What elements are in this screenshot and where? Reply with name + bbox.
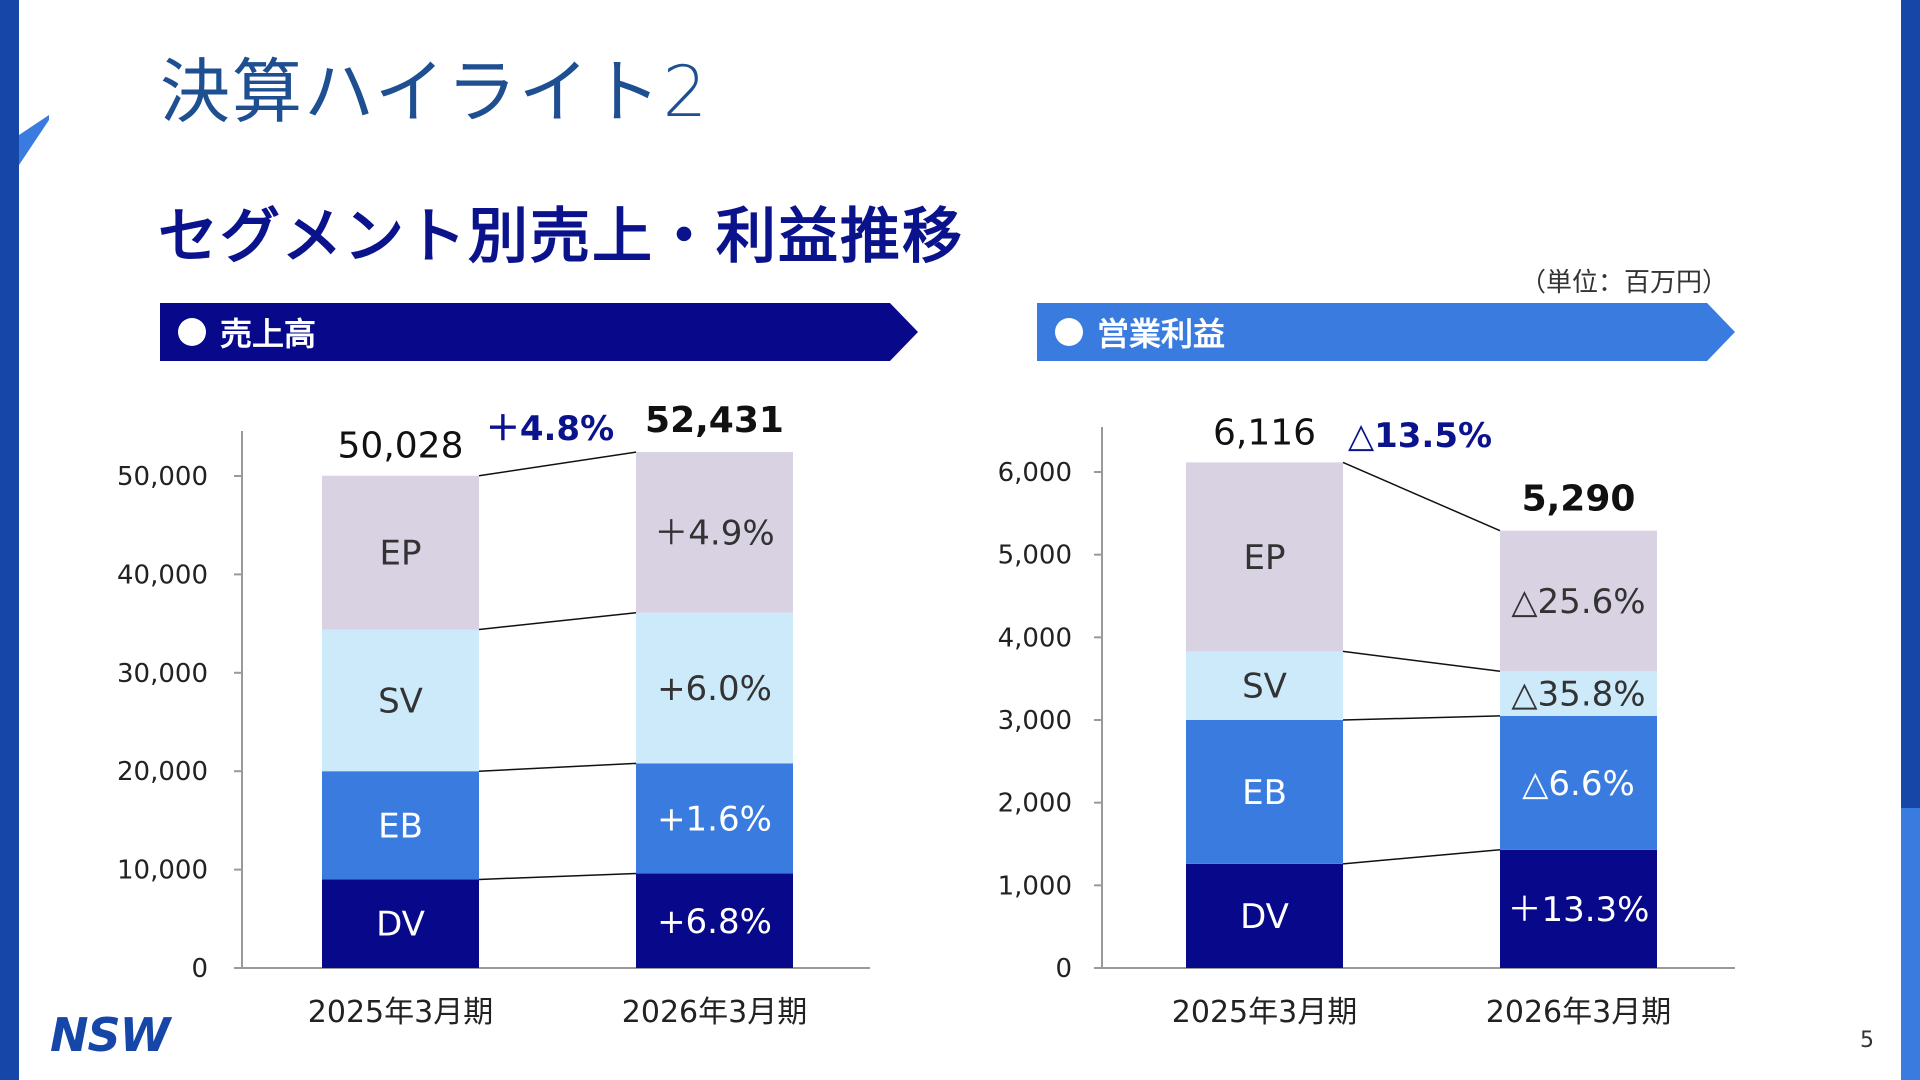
- segment-label: SV: [1242, 667, 1287, 707]
- segment-label: EP: [380, 534, 422, 574]
- total-change-label: △13.5%: [1348, 416, 1492, 456]
- profit-band-label: 営業利益: [1097, 315, 1226, 353]
- y-tick-label: 5,000: [998, 541, 1072, 571]
- segment-label: EP: [1244, 538, 1286, 578]
- bar-segment-sv: [636, 612, 793, 764]
- y-tick-label: 0: [1055, 954, 1072, 984]
- bar-segment-ep: [322, 475, 479, 630]
- bar-segment-eb: [636, 763, 793, 874]
- bar-segment-eb: [322, 771, 479, 880]
- y-tick-label: 20,000: [117, 757, 208, 787]
- segment-label: DV: [1240, 897, 1289, 937]
- segment-change-label: +6.0%: [657, 669, 772, 709]
- y-tick-label: 30,000: [117, 659, 208, 689]
- segment-change-label: ＋13.3%: [1507, 890, 1649, 930]
- total-label: 5,290: [1522, 479, 1636, 520]
- total-label: 50,028: [338, 426, 464, 467]
- bar-segment-sv: [1186, 651, 1343, 720]
- total-change-label: ＋4.8%: [486, 409, 614, 449]
- y-tick-label: 50,000: [117, 462, 208, 492]
- y-tick-label: 6,000: [998, 458, 1072, 488]
- bar-segment-dv: [322, 879, 479, 968]
- connector-line: [478, 451, 637, 477]
- segment-label: EB: [1242, 773, 1287, 813]
- y-tick-label: 4,000: [998, 623, 1072, 653]
- segment-change-label: △35.8%: [1511, 675, 1645, 715]
- bar-segment-eb: [1500, 715, 1657, 850]
- connector-line: [1342, 461, 1501, 532]
- sales-band: 売上高: [160, 303, 918, 361]
- connector-line: [1342, 650, 1501, 672]
- bar-segment-dv: [1186, 863, 1343, 968]
- y-tick-label: 40,000: [117, 560, 208, 590]
- sales-band-label: 売上高: [220, 315, 317, 353]
- left-edge-bar: [0, 0, 19, 1080]
- bar-segment-ep: [1186, 462, 1343, 652]
- category-label: 2025年3月期: [1172, 995, 1357, 1030]
- bar-segment-sv: [322, 629, 479, 772]
- bar-segment-dv: [636, 873, 793, 968]
- bar-segment-sv: [1500, 671, 1657, 716]
- connector-line: [478, 762, 637, 772]
- bar-segment-ep: [1500, 530, 1657, 672]
- y-tick-label: 1,000: [998, 871, 1072, 901]
- slide-title: 決算ハイライト2: [160, 51, 710, 133]
- bar-segment-ep: [636, 452, 793, 613]
- total-label: 6,116: [1213, 412, 1316, 453]
- nsw-logo: NSW: [50, 1008, 170, 1062]
- y-tick-label: 0: [191, 954, 208, 984]
- segment-change-label: ＋4.9%: [654, 513, 774, 553]
- category-label: 2026年3月期: [1486, 995, 1671, 1030]
- page-number: 5: [1860, 1028, 1874, 1053]
- segment-change-label: +1.6%: [657, 799, 772, 839]
- segment-label: EB: [378, 806, 423, 846]
- section-title: セグメント別売上・利益推移: [158, 202, 964, 272]
- connector-line: [1342, 849, 1501, 865]
- right-edge-accent: [1901, 808, 1920, 1080]
- connector-line: [478, 612, 637, 631]
- y-tick-label: 10,000: [117, 856, 208, 886]
- segment-change-label: △25.6%: [1511, 582, 1645, 622]
- y-tick-label: 2,000: [998, 789, 1072, 819]
- bullet-dot: [1055, 318, 1083, 346]
- segment-label: DV: [376, 905, 425, 945]
- category-label: 2026年3月期: [622, 995, 807, 1030]
- connector-line: [478, 872, 637, 881]
- y-tick-label: 3,000: [998, 706, 1072, 736]
- bullet-dot: [178, 318, 206, 346]
- total-label: 52,431: [645, 400, 784, 441]
- category-label: 2025年3月期: [308, 995, 493, 1030]
- bar-segment-dv: [1500, 849, 1657, 968]
- connector-line: [1342, 715, 1501, 721]
- segment-label: SV: [378, 681, 423, 721]
- bar-segment-eb: [1186, 720, 1343, 864]
- segment-change-label: △6.6%: [1522, 764, 1635, 804]
- unit-note: （単位：百万円）: [1520, 268, 1729, 298]
- profit-band: 営業利益: [1037, 303, 1735, 361]
- segment-change-label: +6.8%: [657, 902, 772, 942]
